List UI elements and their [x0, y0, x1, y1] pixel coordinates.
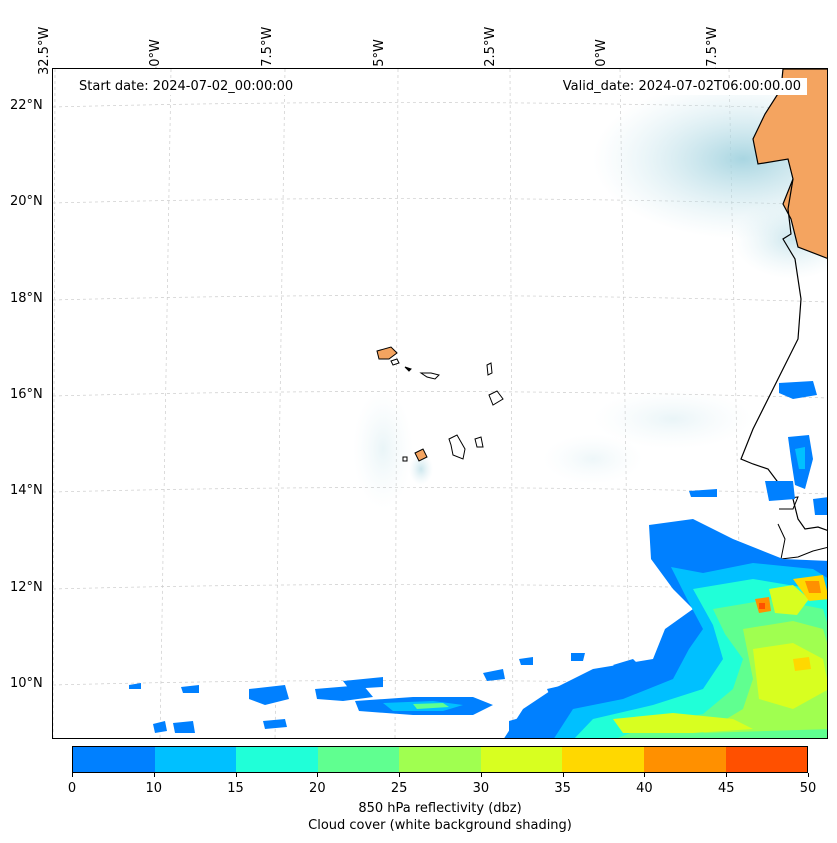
colorbar-tick-label: 15 [227, 781, 244, 796]
colorbar-segment [236, 747, 318, 772]
colorbar-tick-label: 50 [799, 781, 817, 796]
colorbar-tick-label: 30 [472, 781, 490, 796]
colorbar-tick-mark [644, 773, 646, 777]
island-sao-nicolau [419, 372, 440, 380]
island-brava [402, 456, 408, 462]
map-panel[interactable]: Start date: 2024-07-02_00:00:00 Valid_da… [52, 68, 828, 739]
colorbar-tick-label: 40 [636, 781, 653, 796]
colorbar-segment [480, 747, 563, 772]
start-date-label: Start date: 2024-07-02_00:00:00 [73, 78, 300, 95]
cape-verde-islands [376, 346, 504, 462]
lat-label-14n: 14°N [10, 483, 43, 498]
colorbar-tick-mark [399, 773, 401, 777]
guinea-coast [777, 523, 827, 560]
colorbar-tick-label: 45 [717, 781, 735, 796]
colorbar-tick-mark [153, 773, 155, 777]
colorbar-segment [643, 747, 726, 772]
colorbar-tick-mark [808, 773, 809, 777]
colorbar-tick-label: 20 [309, 781, 326, 796]
island-sal [486, 362, 493, 376]
island-santo-antao [376, 346, 398, 360]
island-fogo [414, 448, 428, 462]
island-boa-vista [488, 390, 504, 406]
colorbar-segment [399, 747, 481, 772]
colorbar-segment [562, 747, 644, 772]
colorbar-tick-label: 35 [554, 781, 571, 796]
lat-label-10n: 10°N [10, 676, 43, 691]
map-canvas [53, 69, 827, 738]
colorbar-segment [154, 747, 237, 772]
island-sao-vicente [390, 358, 400, 366]
island-santa-luzia [404, 366, 412, 372]
lat-label-22n: 22°N [10, 98, 43, 113]
colorbar-tick-mark [72, 773, 73, 777]
valid-date-label: Valid_date: 2024-07-02T06:00:00.00 [556, 78, 807, 95]
colorbar-subtitle: Cloud cover (white background shading) [308, 818, 572, 833]
colorbar-tick-mark [480, 773, 482, 777]
lat-label-18n: 18°N [10, 291, 43, 306]
reflectivity-field [129, 381, 827, 738]
colorbar-title: 850 hPa reflectivity (dbz) [358, 801, 522, 816]
colorbar-tick-mark [235, 773, 237, 777]
island-santiago [448, 434, 466, 460]
colorbar-tick-mark [726, 773, 728, 777]
colorbar-segment [317, 747, 400, 772]
colorbar-segment [725, 747, 808, 772]
lat-label-16n: 16°N [10, 387, 43, 402]
lat-label-20n: 20°N [10, 194, 43, 209]
colorbar-segment [73, 747, 155, 772]
colorbar-tick-mark [562, 773, 564, 777]
colorbar-tick-mark [317, 773, 319, 777]
lat-label-12n: 12°N [10, 580, 43, 595]
colorbar-tick-label: 0 [67, 781, 77, 796]
reflectivity-colorbar [72, 746, 808, 773]
island-maio [474, 436, 484, 448]
africa-coastline [740, 178, 827, 531]
colorbar-tick-label: 10 [145, 781, 163, 796]
colorbar-tick-label: 25 [390, 781, 408, 796]
